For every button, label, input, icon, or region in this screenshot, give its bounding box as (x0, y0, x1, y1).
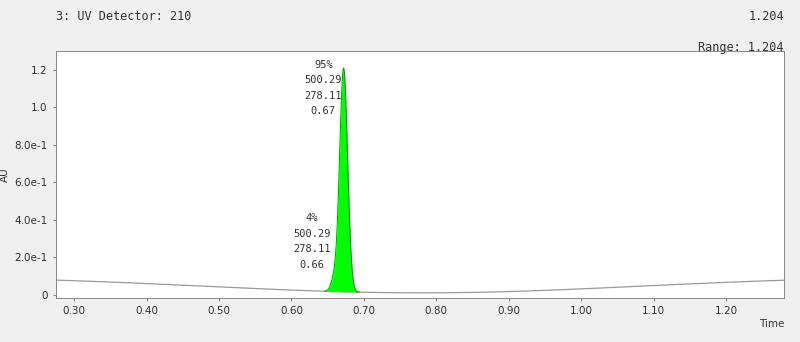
Text: 278.11: 278.11 (293, 245, 330, 254)
Text: 0.67: 0.67 (310, 106, 336, 116)
X-axis label: Time: Time (758, 319, 784, 329)
Text: 4%: 4% (306, 213, 318, 223)
Text: 3: UV Detector: 210: 3: UV Detector: 210 (56, 10, 191, 23)
Text: 95%: 95% (314, 60, 333, 70)
Text: 0.66: 0.66 (299, 260, 324, 270)
Text: 500.29: 500.29 (305, 75, 342, 85)
Text: 278.11: 278.11 (305, 91, 342, 101)
Text: 500.29: 500.29 (293, 229, 330, 239)
Y-axis label: AU: AU (0, 167, 10, 182)
Text: Range: 1.204: Range: 1.204 (698, 41, 784, 54)
Text: 1.204: 1.204 (748, 10, 784, 23)
